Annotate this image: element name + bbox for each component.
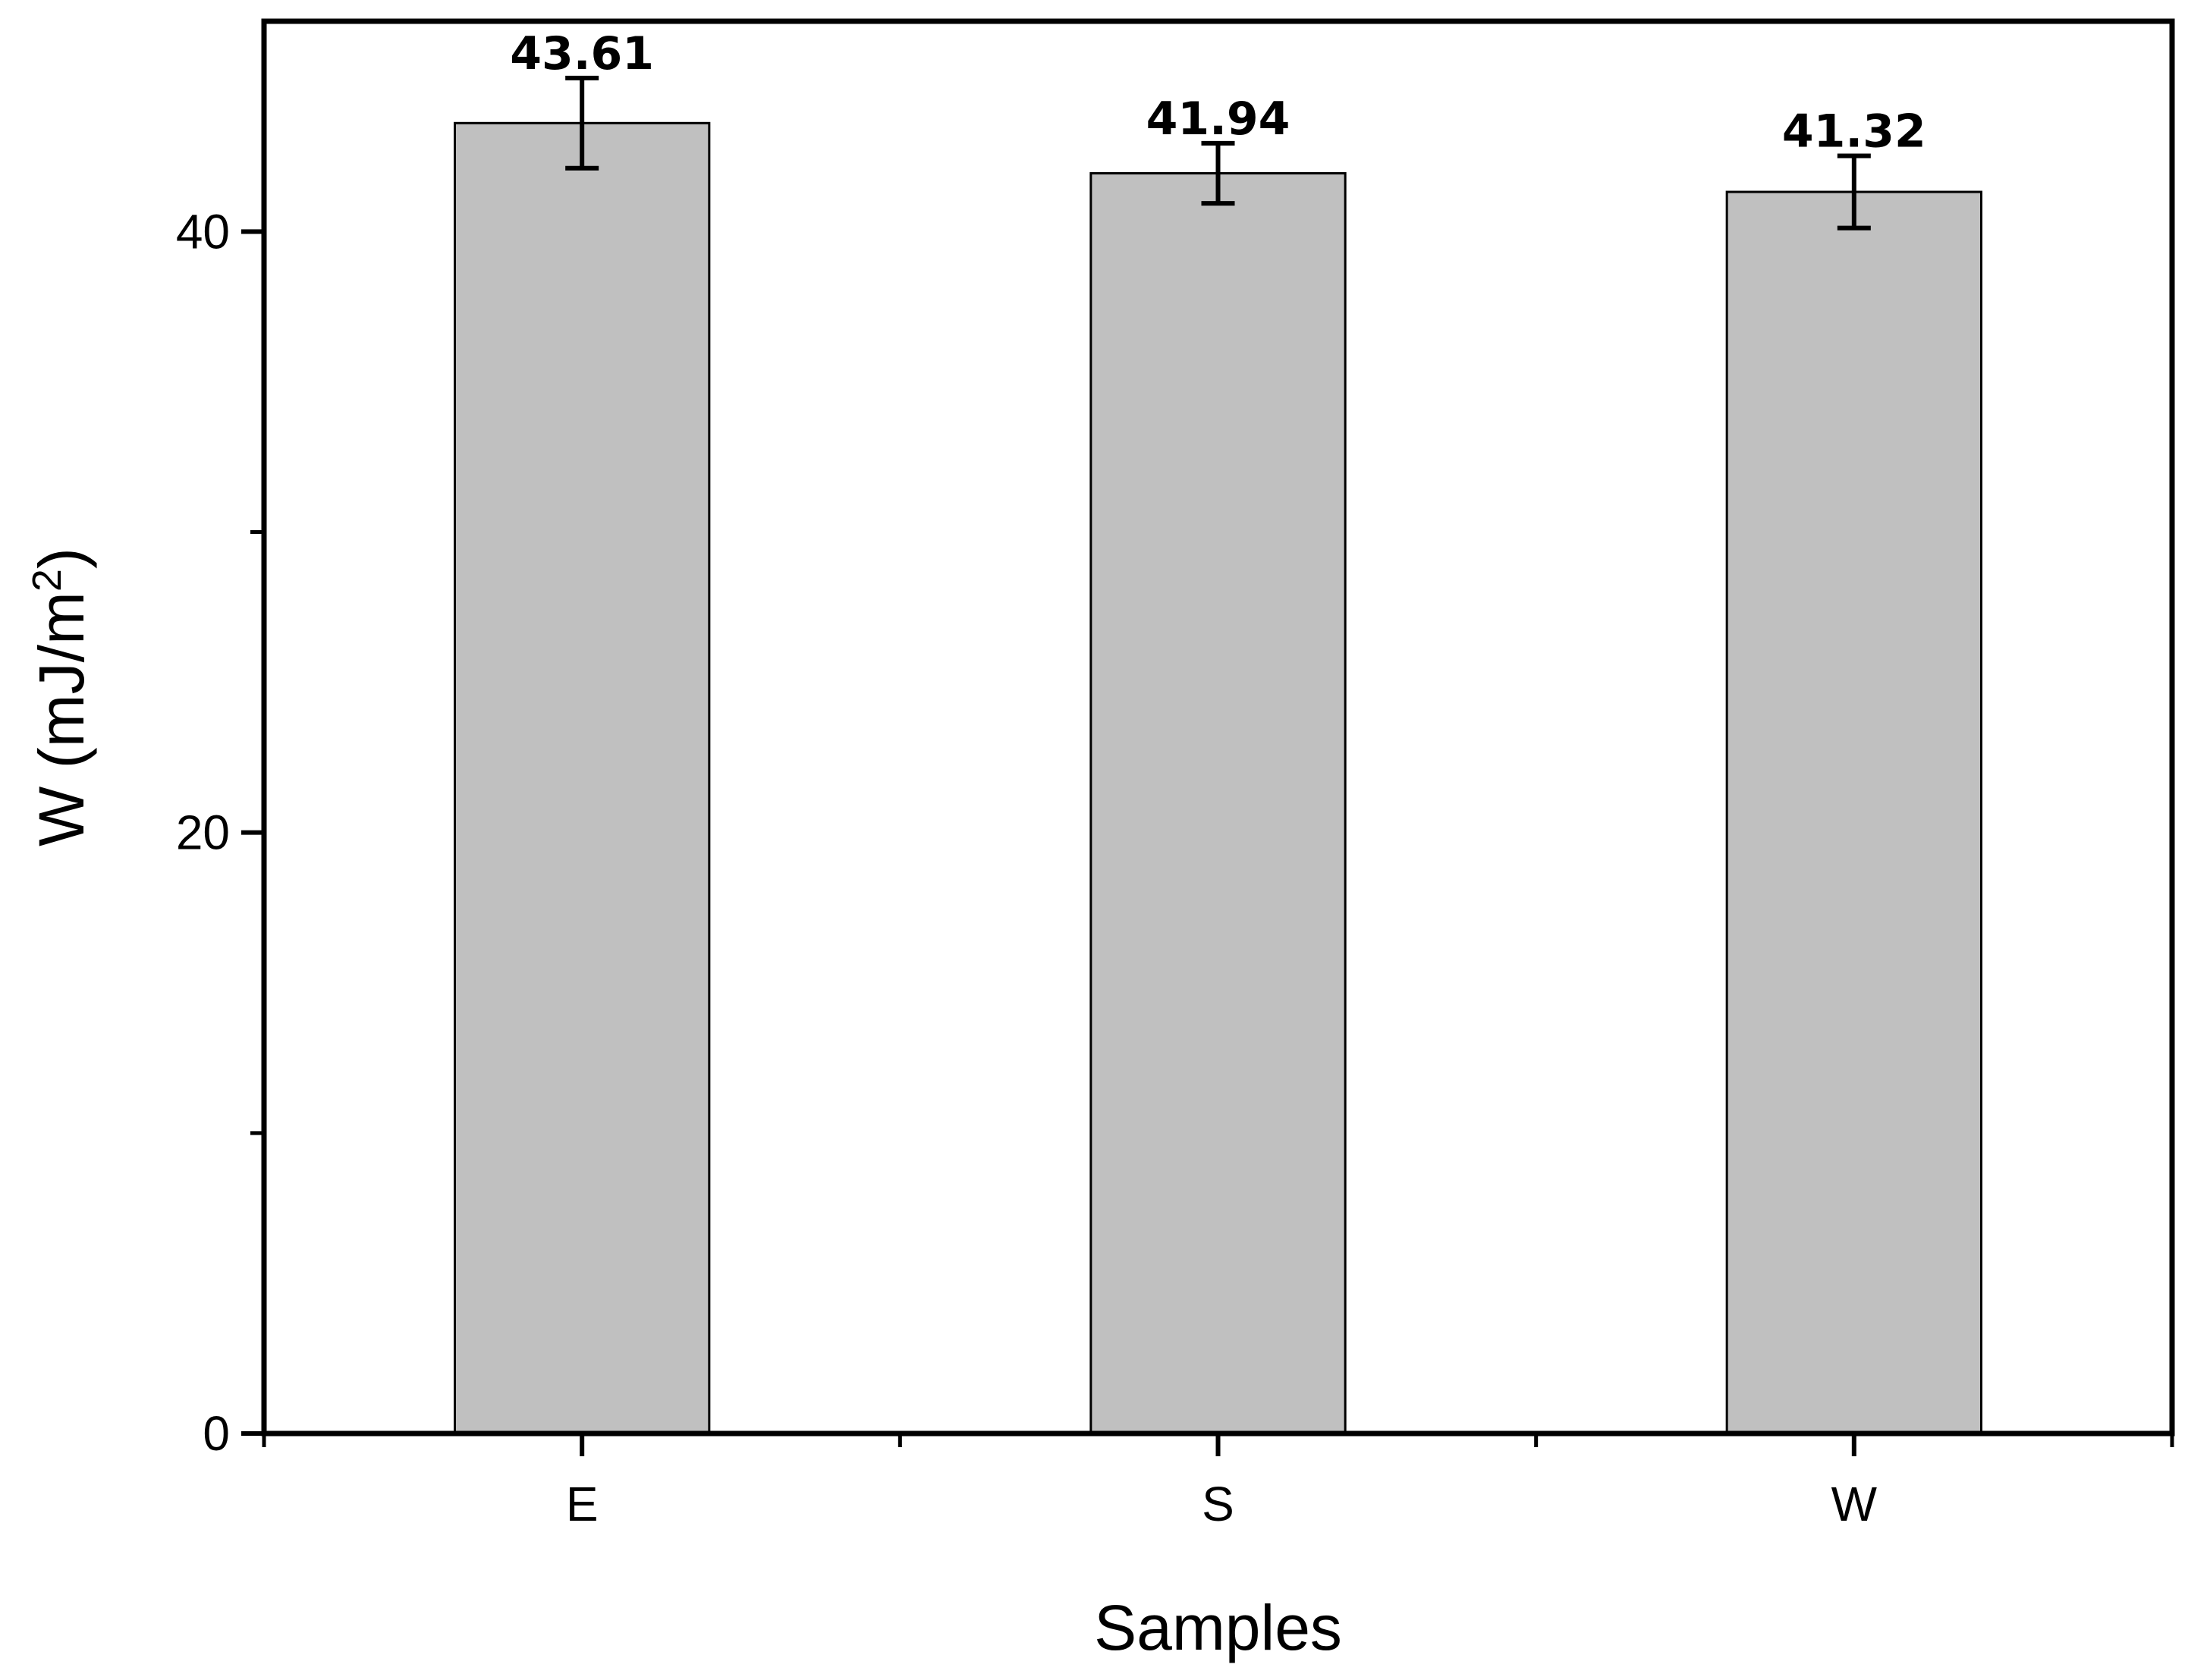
data-label-S: 41.94 xyxy=(1146,93,1290,146)
y-tick-label-20: 20 xyxy=(176,805,230,860)
data-labels-layer: 43.61 41.94 41.32 xyxy=(510,27,1926,159)
bar-W xyxy=(1725,190,1983,1435)
x-axis-title: Samples xyxy=(1094,1592,1342,1663)
y-axis-title: W (mJ/m2) xyxy=(24,548,97,846)
error-bars-layer xyxy=(565,75,1871,231)
x-tick-label-W: W xyxy=(1831,1477,1878,1531)
y-axis-title-superscript: 2 xyxy=(24,569,70,592)
bar-E xyxy=(454,121,711,1435)
data-label-W: 41.32 xyxy=(1782,105,1926,158)
axis-layer: E S W 0 20 40 xyxy=(176,204,2174,1531)
y-axis-title-main: W (mJ/m xyxy=(26,592,97,846)
y-tick-label-0: 0 xyxy=(203,1406,230,1461)
bars-layer xyxy=(454,121,1983,1435)
y-axis-title-suffix: ) xyxy=(26,548,97,569)
x-tick-label-E: E xyxy=(566,1477,599,1531)
y-tick-label-40: 40 xyxy=(176,204,230,259)
bar-S xyxy=(1089,171,1347,1435)
x-tick-label-S: S xyxy=(1202,1477,1234,1531)
data-label-E: 43.61 xyxy=(510,27,654,80)
